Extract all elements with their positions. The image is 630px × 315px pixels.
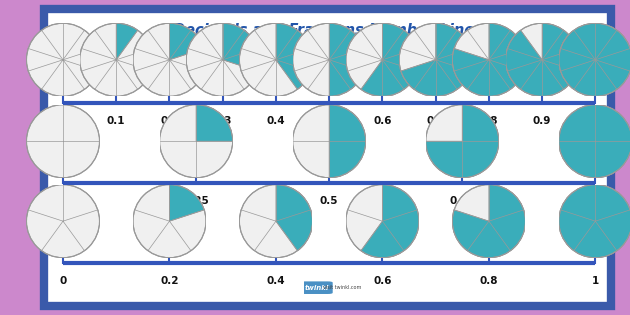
Wedge shape: [329, 23, 366, 96]
Wedge shape: [401, 23, 472, 96]
Circle shape: [399, 23, 472, 96]
Circle shape: [159, 105, 232, 178]
Circle shape: [26, 23, 100, 96]
Wedge shape: [559, 23, 630, 96]
Text: 0.8: 0.8: [479, 116, 498, 126]
Circle shape: [239, 23, 312, 96]
Wedge shape: [276, 185, 312, 251]
Circle shape: [80, 23, 153, 96]
Text: 1: 1: [592, 116, 599, 126]
Text: 0.9: 0.9: [533, 116, 551, 126]
Wedge shape: [361, 23, 419, 96]
Circle shape: [559, 105, 630, 178]
Wedge shape: [329, 105, 366, 178]
FancyBboxPatch shape: [300, 281, 333, 294]
Text: 0.8: 0.8: [479, 276, 498, 286]
Circle shape: [293, 105, 366, 178]
Circle shape: [186, 23, 260, 96]
Text: 0.6: 0.6: [373, 116, 392, 126]
Circle shape: [559, 185, 630, 258]
Text: Decimals and Fractions Number Lines: Decimals and Fractions Number Lines: [173, 23, 483, 38]
Wedge shape: [117, 23, 138, 60]
Circle shape: [426, 105, 499, 178]
Text: 0.4: 0.4: [266, 276, 285, 286]
Wedge shape: [169, 23, 204, 60]
Circle shape: [506, 23, 578, 96]
Text: 0.25: 0.25: [183, 196, 209, 206]
Text: 0.4: 0.4: [266, 116, 285, 126]
Text: 0.2: 0.2: [160, 276, 179, 286]
Wedge shape: [559, 185, 630, 258]
Text: 0: 0: [59, 116, 67, 126]
Wedge shape: [452, 185, 525, 258]
Text: 0.6: 0.6: [373, 276, 392, 286]
Circle shape: [293, 23, 366, 96]
Text: 0: 0: [59, 196, 67, 206]
Wedge shape: [559, 105, 630, 178]
Text: 0.3: 0.3: [214, 116, 232, 126]
Wedge shape: [506, 23, 578, 96]
Text: visit twinkl.com: visit twinkl.com: [323, 285, 361, 290]
Text: 0.5: 0.5: [320, 196, 338, 206]
Wedge shape: [196, 105, 232, 141]
Circle shape: [452, 23, 525, 96]
Text: 0.7: 0.7: [427, 116, 445, 126]
Wedge shape: [276, 23, 312, 89]
Text: 0: 0: [59, 276, 67, 286]
Wedge shape: [452, 23, 525, 96]
Text: 1: 1: [592, 276, 599, 286]
Text: 0.5: 0.5: [320, 116, 338, 126]
Wedge shape: [361, 185, 419, 258]
Circle shape: [26, 105, 100, 178]
FancyBboxPatch shape: [44, 9, 611, 306]
Text: 0.2: 0.2: [160, 116, 179, 126]
Wedge shape: [426, 105, 499, 178]
Circle shape: [559, 23, 630, 96]
Text: 0.1: 0.1: [107, 116, 125, 126]
Circle shape: [133, 185, 206, 258]
Circle shape: [239, 185, 312, 258]
Wedge shape: [169, 185, 204, 221]
Text: twinkl: twinkl: [304, 285, 329, 291]
Circle shape: [346, 23, 419, 96]
Circle shape: [346, 185, 419, 258]
Circle shape: [26, 185, 100, 258]
Wedge shape: [223, 23, 259, 71]
Text: 0.75: 0.75: [449, 196, 475, 206]
Text: 1: 1: [592, 196, 599, 206]
Circle shape: [133, 23, 206, 96]
Circle shape: [452, 185, 525, 258]
